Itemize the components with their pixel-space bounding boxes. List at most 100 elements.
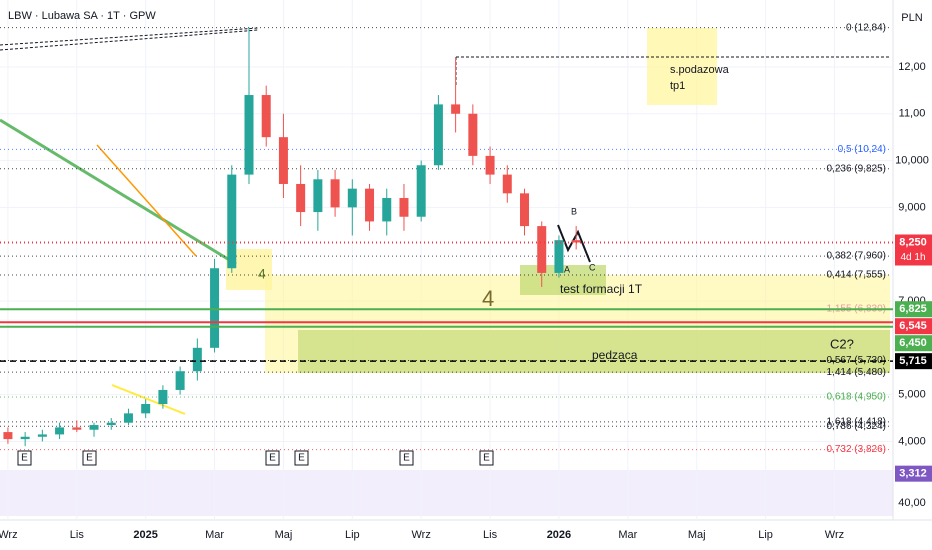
candle-body (20, 436, 30, 440)
trend-line (111, 384, 186, 415)
earnings-markers: E E E E E E (17, 450, 494, 466)
candle-body (502, 174, 512, 194)
x-tick-label: Lip (345, 529, 360, 541)
candle-body (468, 113, 478, 156)
trend-line (96, 144, 197, 257)
x-tick-label: Wrz (412, 529, 431, 541)
earnings-box (399, 450, 414, 466)
annotation: 4 (258, 266, 266, 282)
candle-body (278, 137, 288, 184)
price-badge (895, 465, 932, 482)
price-badge-label: 6,545 (899, 320, 927, 332)
fib-level-label: 0,732 (3,826) (827, 444, 887, 455)
x-tick-label: 2026 (547, 529, 571, 541)
candle-body (451, 104, 461, 114)
x-tick-label: Lis (70, 529, 85, 541)
price-badge-sub: 4d 1h (900, 252, 925, 263)
candle-body (399, 198, 409, 217)
impulse-zone (298, 330, 890, 373)
y-tick-label: 4,000 (898, 435, 926, 447)
y-tick-label: 12,00 (898, 61, 926, 73)
fib-level-label: 0,786 (4,324) (827, 421, 887, 432)
candle-body (261, 95, 271, 138)
trend-line (0, 118, 237, 266)
price-badge-label: 8,250 (899, 236, 927, 248)
supply-zone (647, 28, 717, 105)
earnings-marker: E (483, 453, 490, 464)
earnings-marker: E (86, 453, 93, 464)
earnings-marker: E (403, 453, 410, 464)
candle-body (554, 240, 564, 273)
candle-body (296, 183, 306, 213)
x-tick-label: Lis (483, 529, 498, 541)
candle-body (347, 188, 357, 208)
fib-level-label: 1,414 (5,480) (827, 367, 887, 378)
chart-title: LBW · Lubawa SA · 1T · GPW (8, 10, 156, 22)
price-badge-label: 3,312 (899, 468, 927, 480)
x-tick-label: 2025 (133, 529, 157, 541)
candle-body (433, 104, 443, 166)
price-badge (895, 301, 932, 318)
candle-body (123, 413, 133, 423)
earnings-box (294, 450, 309, 466)
candle-body (330, 179, 340, 208)
price-badge-label: 5,715 (899, 355, 927, 367)
candle-body (416, 165, 426, 217)
candle-body (37, 434, 47, 437)
candle-body (313, 179, 323, 213)
price-badge (895, 318, 932, 335)
annotation: test formacji 1T (560, 282, 643, 296)
fib-level-label: 1,618 (4,418) (827, 417, 887, 428)
candle-body (141, 403, 151, 414)
annotation: s.podazowa (670, 64, 730, 76)
candle-body (55, 427, 65, 435)
earnings-marker: E (21, 453, 28, 464)
candle-body (89, 425, 99, 430)
earnings-marker: E (298, 453, 305, 464)
annotation: A (564, 264, 570, 274)
price-badge (895, 353, 932, 370)
candle-body (106, 422, 116, 426)
x-tick-label: Maj (275, 529, 293, 541)
candle-body (244, 95, 254, 175)
currency: PLN (901, 12, 922, 24)
annotation: 4 (482, 286, 494, 311)
candle-body (382, 198, 392, 222)
earnings-box (82, 450, 97, 466)
candle-body (571, 240, 581, 243)
y-tick-label: 9,000 (898, 201, 926, 213)
annotation: pedzaca (592, 348, 638, 362)
earnings-box (479, 450, 494, 466)
x-tick-label: Wrz (825, 529, 844, 541)
price-badge-label: 6,825 (899, 303, 927, 315)
x-tick-label: Lip (758, 529, 773, 541)
price-badge (895, 335, 932, 352)
earnings-box (265, 450, 280, 466)
fib-level-label: 0,236 (9,825) (827, 163, 887, 174)
annotation: C2? (830, 336, 854, 351)
trend-line (0, 27, 259, 46)
fib-level-label: 0,414 (7,555) (827, 270, 887, 281)
y-tick-label: 11,00 (899, 108, 926, 120)
annotation: B (571, 206, 577, 216)
rsi-pane (0, 470, 893, 516)
candle-body (192, 347, 202, 372)
x-tick-label: Wrz (0, 529, 18, 541)
candle-body (520, 193, 530, 227)
rsi-tick-label: 40,00 (898, 497, 926, 509)
fib-level-label: 0 (12,84) (846, 22, 886, 33)
candle-body (210, 268, 220, 348)
candle-body (175, 371, 185, 390)
candle-body (485, 155, 495, 175)
x-tick-label: Mar (205, 529, 224, 541)
fib-level-label: 0,618 (4,950) (827, 392, 887, 403)
y-tick-label: 10,000 (895, 154, 929, 166)
candle-body (158, 389, 168, 404)
candle-body (537, 226, 547, 273)
y-tick-label: 5,000 (898, 389, 926, 401)
price-badge (895, 234, 932, 266)
trend-line (0, 29, 259, 51)
x-tick-label: Mar (618, 529, 637, 541)
candle-body (227, 174, 237, 269)
